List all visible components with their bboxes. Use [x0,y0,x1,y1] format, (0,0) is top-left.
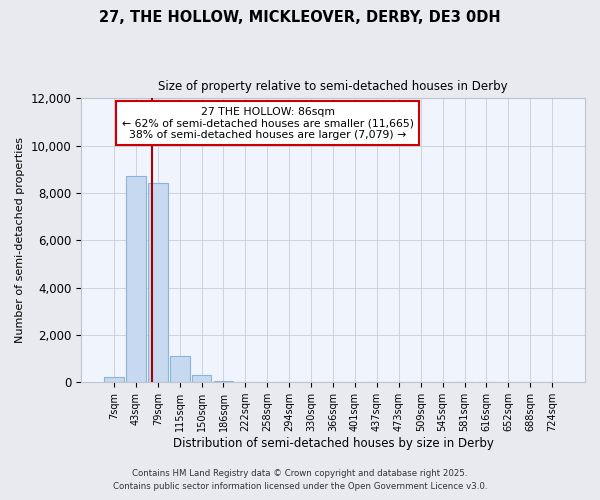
Bar [192,374,211,382]
Bar [214,381,233,382]
Text: Contains HM Land Registry data © Crown copyright and database right 2025.
Contai: Contains HM Land Registry data © Crown c… [113,470,487,491]
Text: 27 THE HOLLOW: 86sqm
← 62% of semi-detached houses are smaller (11,665)
38% of s: 27 THE HOLLOW: 86sqm ← 62% of semi-detac… [122,107,413,140]
Bar [126,176,146,382]
X-axis label: Distribution of semi-detached houses by size in Derby: Distribution of semi-detached houses by … [173,437,494,450]
Y-axis label: Number of semi-detached properties: Number of semi-detached properties [15,138,25,344]
Bar [148,184,167,382]
Text: 27, THE HOLLOW, MICKLEOVER, DERBY, DE3 0DH: 27, THE HOLLOW, MICKLEOVER, DERBY, DE3 0… [99,10,501,25]
Bar [104,378,124,382]
Bar [170,356,190,382]
Title: Size of property relative to semi-detached houses in Derby: Size of property relative to semi-detach… [158,80,508,93]
